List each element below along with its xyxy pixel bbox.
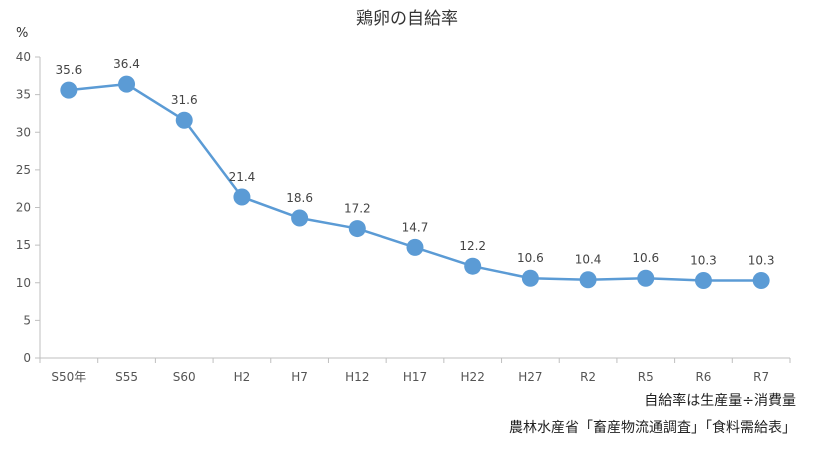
x-tick-label: H2 <box>234 370 251 384</box>
data-point <box>464 257 482 275</box>
data-point <box>291 209 309 227</box>
data-label: 17.2 <box>344 202 371 216</box>
x-tick-label: R6 <box>695 370 711 384</box>
x-tick-label: S60 <box>173 370 196 384</box>
data-label: 14.7 <box>402 220 429 234</box>
data-point <box>406 238 424 256</box>
y-axis-unit: % <box>16 26 29 41</box>
source-note: 農林水産省「畜産物流通調査」「食料需給表」 <box>509 420 796 436</box>
data-point <box>521 269 539 287</box>
y-tick-label: 35 <box>16 88 31 102</box>
x-tick-label: H7 <box>291 370 308 384</box>
x-tick-label: H17 <box>403 370 427 384</box>
data-point <box>60 81 78 99</box>
data-label: 35.6 <box>55 63 82 77</box>
y-tick-label: 30 <box>16 125 31 139</box>
data-point <box>579 271 597 289</box>
data-point <box>694 271 712 289</box>
x-tick-label: S50年 <box>51 370 86 384</box>
data-label: 10.3 <box>690 253 717 267</box>
x-tick-label: R2 <box>580 370 596 384</box>
data-label: 31.6 <box>171 93 198 107</box>
data-label: 12.2 <box>459 239 486 253</box>
y-tick-label: 25 <box>16 163 31 177</box>
x-tick-label: R7 <box>753 370 769 384</box>
y-tick-label: 0 <box>23 351 31 365</box>
x-tick-label: H22 <box>461 370 485 384</box>
data-label: 10.6 <box>632 251 659 265</box>
x-tick-label: R5 <box>638 370 654 384</box>
x-tick-label: S55 <box>115 370 138 384</box>
y-tick-label: 5 <box>23 313 31 327</box>
data-point <box>118 75 136 93</box>
data-label: 10.3 <box>748 253 775 267</box>
data-point <box>637 269 655 287</box>
data-point <box>348 220 366 238</box>
chart-title: 鶏卵の自給率 <box>356 9 458 29</box>
data-label: 10.4 <box>575 253 602 267</box>
data-point <box>233 188 251 206</box>
y-tick-label: 15 <box>16 238 31 252</box>
data-label: 10.6 <box>517 251 544 265</box>
y-tick-label: 20 <box>16 201 31 215</box>
data-label: 36.4 <box>113 57 140 71</box>
x-tick-label: H12 <box>345 370 369 384</box>
data-point <box>752 271 770 289</box>
y-tick-label: 10 <box>16 276 31 290</box>
data-point <box>175 111 193 129</box>
formula-note: 自給率は生産量÷消費量 <box>644 393 796 409</box>
data-label: 18.6 <box>286 191 313 205</box>
x-tick-label: H27 <box>518 370 542 384</box>
data-label: 21.4 <box>229 170 256 184</box>
y-tick-label: 40 <box>16 50 31 64</box>
